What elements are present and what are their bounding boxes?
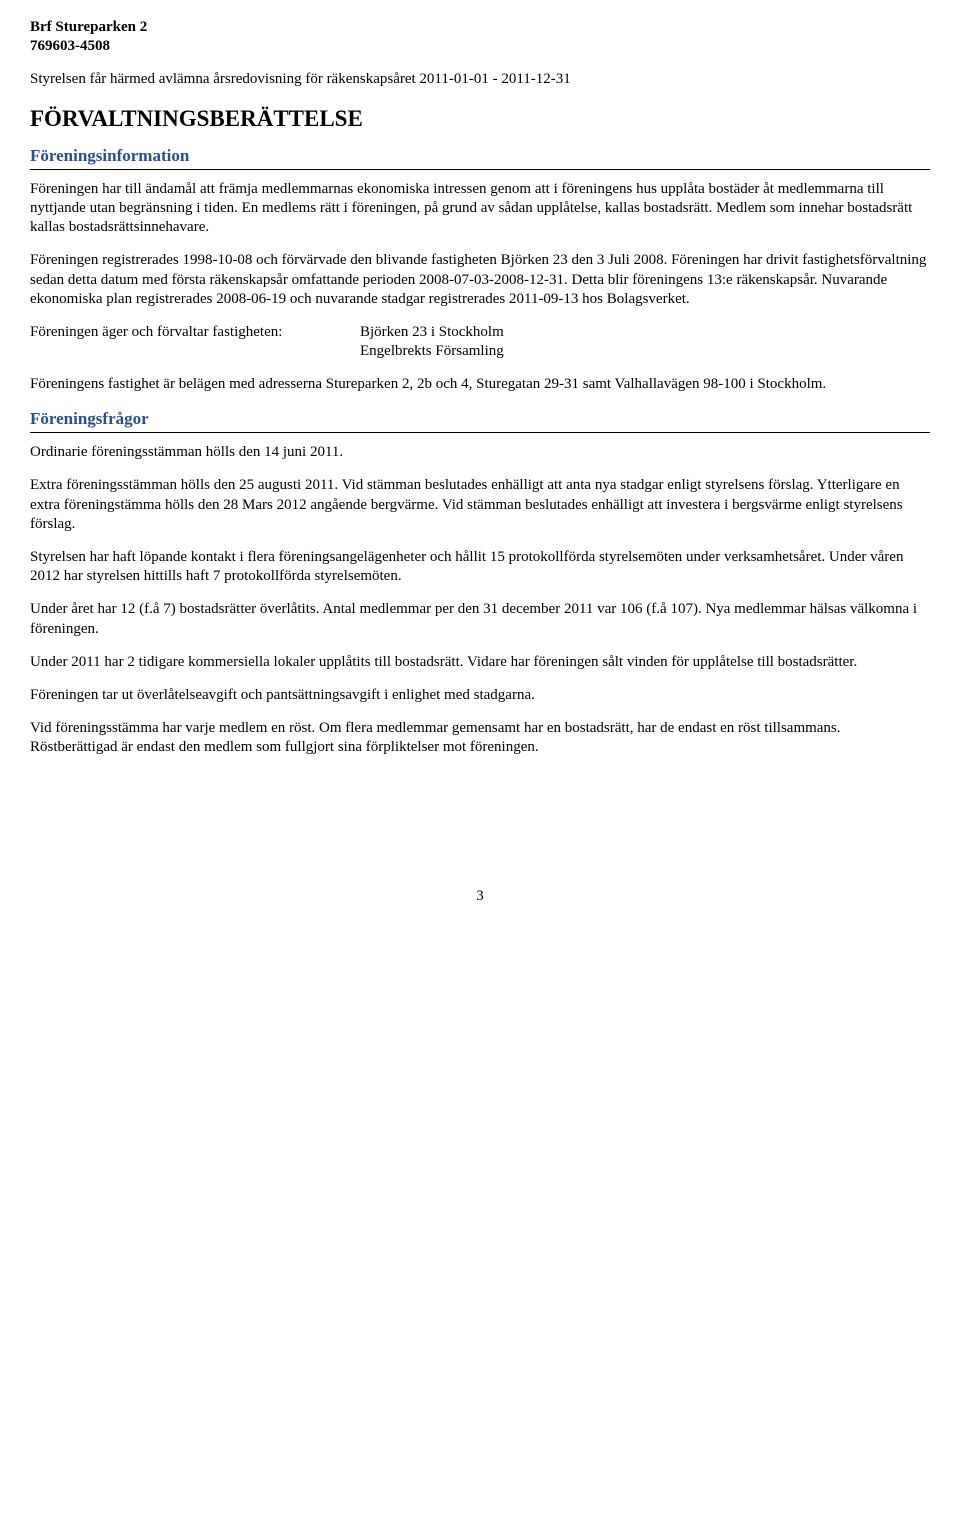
property-line1: Björken 23 i Stockholm [360, 323, 930, 342]
section2-para1: Ordinarie föreningsstämman hölls den 14 … [30, 443, 930, 462]
main-title: FÖRVALTNINGSBERÄTTELSE [30, 104, 930, 133]
section-title-foreningsinformation: Föreningsinformation [30, 145, 930, 170]
section2-para7: Vid föreningsstämma har varje medlem en … [30, 719, 930, 757]
page-number: 3 [30, 887, 930, 906]
section2-para6: Föreningen tar ut överlåtelseavgift och … [30, 686, 930, 705]
section1-para2: Föreningen registrerades 1998-10-08 och … [30, 251, 930, 309]
intro-line: Styrelsen får härmed avlämna årsredovisn… [30, 70, 930, 89]
property-value: Björken 23 i Stockholm Engelbrekts Försa… [360, 323, 930, 361]
section2-para2: Extra föreningsstämman hölls den 25 augu… [30, 476, 930, 534]
section2-para5: Under 2011 har 2 tidigare kommersiella l… [30, 653, 930, 672]
section2-para4: Under året har 12 (f.å 7) bostadsrätter … [30, 600, 930, 638]
org-number: 769603-4508 [30, 37, 930, 56]
section-title-foreningsfragor: Föreningsfrågor [30, 408, 930, 433]
section2-para3: Styrelsen har haft löpande kontakt i fle… [30, 548, 930, 586]
property-label: Föreningen äger och förvaltar fastighete… [30, 323, 360, 361]
section1-para1: Föreningen har till ändamål att främja m… [30, 180, 930, 238]
property-line2: Engelbrekts Församling [360, 342, 930, 361]
org-name: Brf Stureparken 2 [30, 18, 930, 37]
property-block: Föreningen äger och förvaltar fastighete… [30, 323, 930, 361]
section1-para3: Föreningens fastighet är belägen med adr… [30, 375, 930, 394]
